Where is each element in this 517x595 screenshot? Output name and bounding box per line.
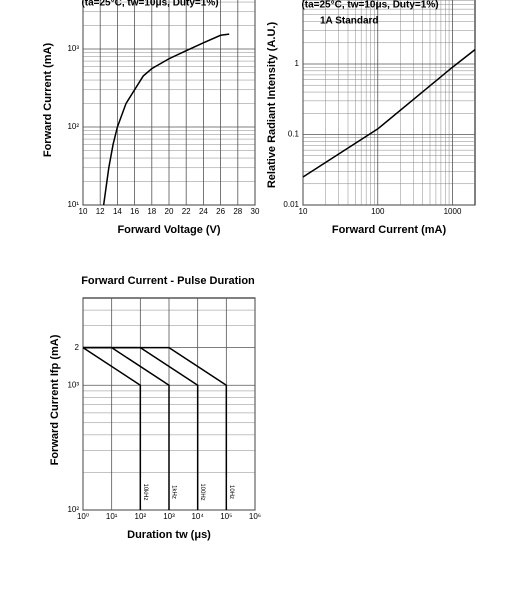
y-tick-label: 2 <box>75 343 80 352</box>
series-label: 10Hz <box>228 485 234 499</box>
x-axis-label: Duration tw (μs) <box>127 529 211 541</box>
annotation: (ta=25°C, tw=10μs, Duty=1%) <box>81 0 218 9</box>
x-tick-label: 12 <box>96 207 105 216</box>
label-bg <box>141 478 150 506</box>
x-tick-label: 10² <box>135 512 147 521</box>
x-tick-label: 10⁶ <box>249 512 261 521</box>
x-tick-label: 10⁰ <box>77 512 89 521</box>
x-tick-label: 28 <box>233 207 242 216</box>
y-tick-label: 0.01 <box>283 200 299 209</box>
y-tick-label: 0.1 <box>288 130 300 139</box>
label-bg <box>170 478 178 506</box>
x-tick-label: 26 <box>216 207 225 216</box>
x-tick-label: 30 <box>251 207 260 216</box>
y-axis-label: Relative Radiant Intensity (A.U.) <box>266 22 278 189</box>
x-tick-label: 10⁴ <box>191 512 204 521</box>
plot-frame <box>302 0 476 206</box>
label-bg <box>198 478 207 506</box>
annotation: (ta=25°C, tw=10μs, Duty=1%) <box>301 0 438 11</box>
x-tick-label: 16 <box>130 207 139 216</box>
x-axis-label: Forward Current (mA) <box>332 224 447 236</box>
y-axis-label: Forward Current Ifp (mA) <box>49 334 61 465</box>
data-line <box>102 33 230 206</box>
x-tick-label: 10 <box>79 207 88 216</box>
y-tick-label: 10³ <box>67 380 79 389</box>
data-line <box>302 49 476 178</box>
x-tick-label: 18 <box>147 207 156 216</box>
y-axis-label: Forward Current (mA) <box>42 43 54 158</box>
y-tick-label: 10² <box>67 505 79 514</box>
y-tick-label: 1 <box>295 59 300 68</box>
series-label: 10kHz <box>142 483 148 500</box>
series-label: 100Hz <box>199 483 205 500</box>
x-tick-label: 100 <box>371 207 385 216</box>
data-line <box>83 346 228 510</box>
x-tick-label: 14 <box>113 207 122 216</box>
y-tick-label: 10¹ <box>67 200 79 209</box>
annotation: 1A Standard <box>320 16 379 27</box>
chart-title: Forward Current - Pulse Duration <box>81 275 255 287</box>
x-tick-label: 10⁵ <box>220 512 232 521</box>
x-tick-label: 10 <box>299 207 308 216</box>
x-tick-label: 24 <box>199 207 208 216</box>
x-tick-label: 20 <box>165 207 174 216</box>
y-tick-label: 10² <box>67 122 79 131</box>
label-bg <box>227 478 236 506</box>
x-axis-label: Forward Voltage (V) <box>117 224 220 236</box>
x-tick-label: 22 <box>182 207 191 216</box>
data-line <box>82 347 142 510</box>
y-tick-label: 10³ <box>67 44 79 53</box>
x-tick-label: 10¹ <box>106 512 118 521</box>
x-tick-label: 10³ <box>163 512 175 521</box>
x-tick-label: 1000 <box>444 207 462 216</box>
series-label: 1kHz <box>170 485 176 499</box>
